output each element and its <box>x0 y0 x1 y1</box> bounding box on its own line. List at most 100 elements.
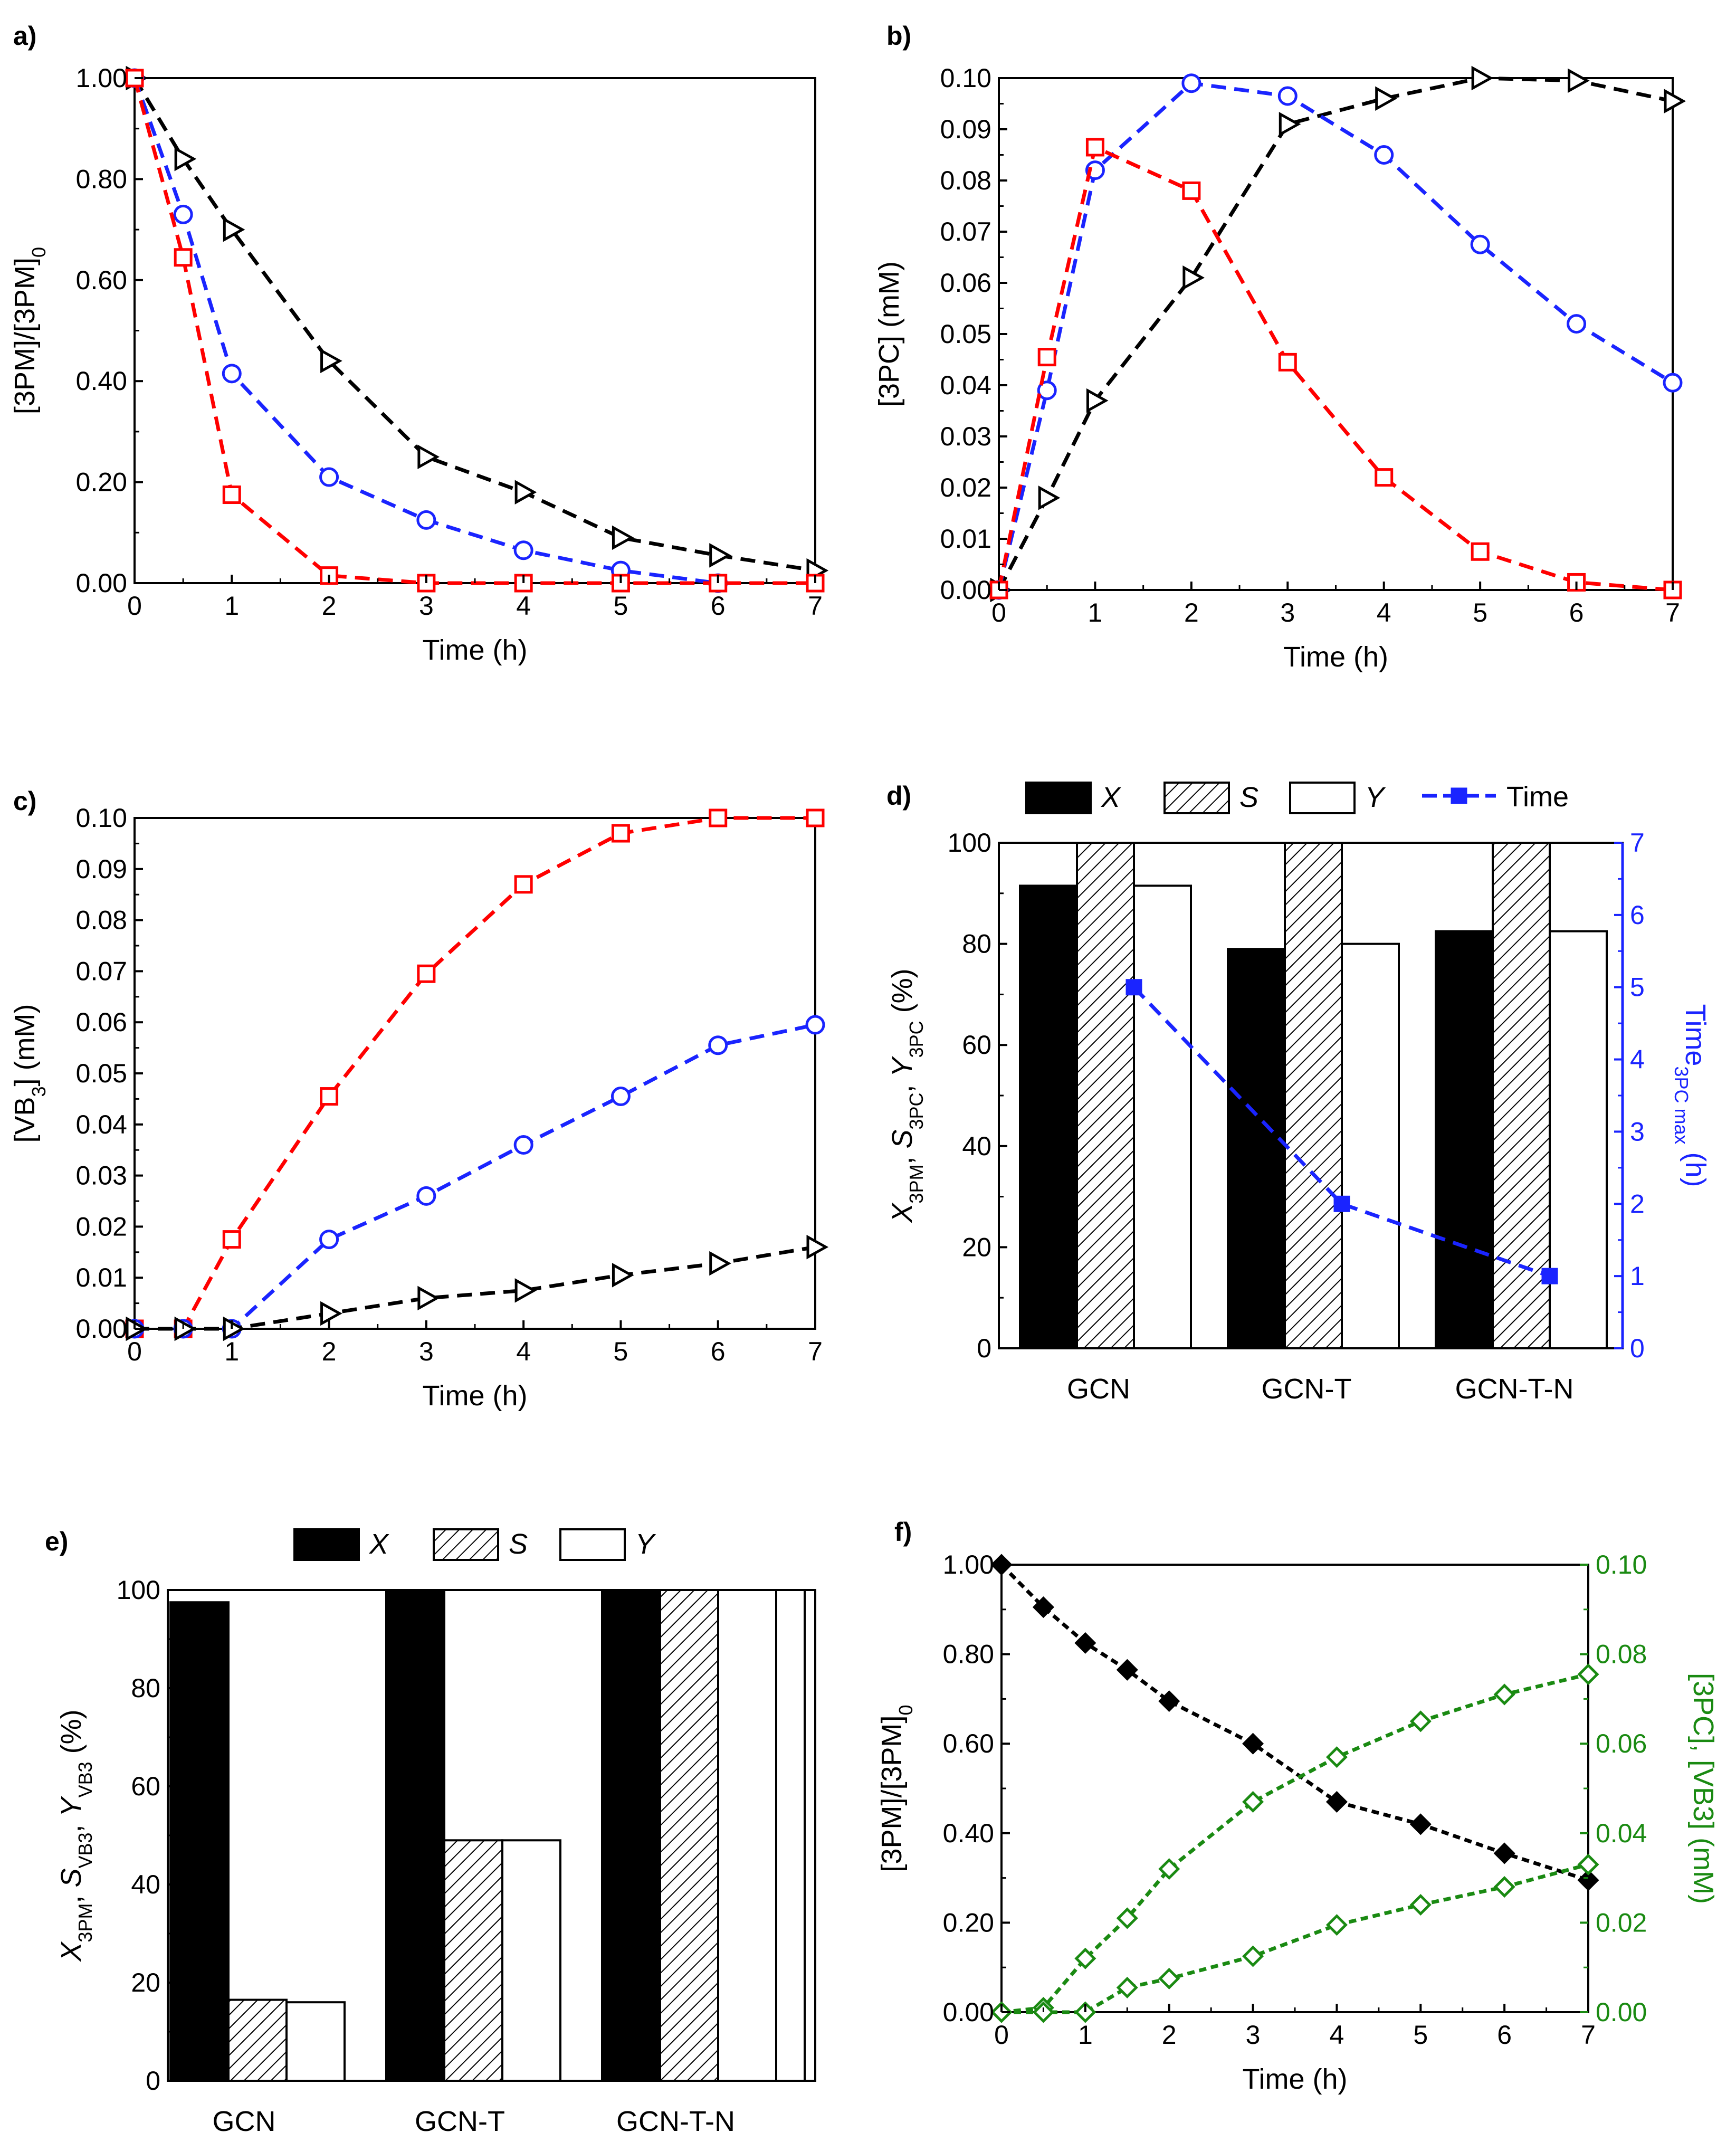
y2-tick-label: 0 <box>1630 1334 1645 1363</box>
y-tick-label: 0.00 <box>943 1997 994 2027</box>
x-tick-label: 0 <box>127 1337 142 1366</box>
y-tick-label: 0.10 <box>76 803 127 833</box>
panel-label: b) <box>886 21 911 51</box>
data-point-3PM <box>1242 1732 1264 1755</box>
plot-frame <box>133 77 816 584</box>
series-line-square-red <box>132 78 815 585</box>
y2-tick-label: 0.06 <box>1596 1729 1647 1758</box>
y-tick-label: 1.00 <box>76 63 127 93</box>
data-point-triangle-black <box>417 1286 440 1311</box>
y-tick-label: 0.20 <box>943 1908 994 1937</box>
data-point-triangle-black <box>223 217 245 242</box>
legend: X S Y Time <box>1025 781 1569 814</box>
time-point <box>1125 979 1142 996</box>
y-tick-label: 0.00 <box>76 1314 127 1344</box>
data-point-square-red <box>1471 542 1490 561</box>
data-point-triangle-black <box>1279 112 1301 137</box>
y-tick-label: 80 <box>962 929 991 959</box>
data-point-circle-blue <box>1374 145 1394 165</box>
data-point-VB3 <box>1242 1945 1264 1967</box>
data-point-square-red <box>320 1087 339 1106</box>
bar-Y <box>1133 884 1192 1350</box>
x-tick-label: 5 <box>1413 2020 1428 2050</box>
legend-swatch <box>1163 782 1230 814</box>
data-point-triangle-black <box>417 444 440 470</box>
data-point-triangle-black <box>514 1278 537 1303</box>
data-point-circle-blue <box>416 510 436 530</box>
x-tick-label: 6 <box>1497 2020 1512 2050</box>
data-point-VB3 <box>1409 1893 1432 1916</box>
y-tick-label: 0.05 <box>76 1059 127 1088</box>
plot-frame <box>1000 1564 1589 2013</box>
data-point-3PM <box>1116 1659 1138 1681</box>
data-point-triangle-black <box>174 146 197 172</box>
series-line-circle-blue <box>997 81 1674 591</box>
series-line-circle-blue <box>135 1023 816 1331</box>
y-tick-label: 60 <box>962 1030 991 1060</box>
legend-label: Y <box>1365 782 1386 813</box>
data-point-circle-blue <box>805 1015 825 1035</box>
data-point-triangle-black <box>320 348 342 374</box>
bar-Y-edge <box>804 1589 816 2082</box>
y-tick-label: 100 <box>948 828 991 858</box>
data-point-3PM <box>1158 1690 1180 1712</box>
x-tick-label: 0 <box>127 591 142 621</box>
y-tick-label: 0.60 <box>76 265 127 295</box>
series-line-square-red <box>135 816 815 1331</box>
y-tick-label: 0.08 <box>940 166 991 195</box>
data-point-triangle-black <box>612 1263 634 1288</box>
x-tick-label: 3 <box>1280 598 1295 627</box>
x-axis-title: Time (h) <box>1243 2063 1348 2095</box>
data-point-circle-blue <box>1181 73 1201 93</box>
y-tick-label: 0.02 <box>940 473 991 502</box>
x-tick-label: 3 <box>1246 2020 1261 2050</box>
y-tick-label: 0.20 <box>76 468 127 497</box>
data-point-triangle-black <box>612 525 634 550</box>
plot-frame <box>133 817 816 1330</box>
y2-tick-label: 0.04 <box>1596 1819 1647 1848</box>
data-point-circle-blue <box>1037 380 1057 401</box>
data-point-triangle-black <box>806 1234 829 1260</box>
y-tick-label: 0.03 <box>76 1161 127 1191</box>
legend-label: S <box>1239 782 1258 813</box>
data-point-3PM <box>1074 1632 1096 1654</box>
chart-panel-f: f)0 1 2 3 4 5 6 70.000.200.400.600.801.000.000.… <box>876 1517 1719 2095</box>
data-point-triangle-black <box>514 480 537 505</box>
y-tick-label: 0.04 <box>940 370 991 400</box>
category-label: GCN-T <box>415 2106 505 2137</box>
y2-tick-label: 4 <box>1630 1045 1645 1074</box>
y-tick-label: 0.07 <box>940 217 991 246</box>
series-line-VB3 <box>1001 1862 1589 2014</box>
series-line-circle-blue <box>132 77 719 585</box>
y-tick-label: 0.04 <box>76 1110 127 1139</box>
x-tick-label: 2 <box>1184 598 1199 627</box>
data-point-circle-blue <box>1567 314 1587 334</box>
legend-swatch <box>1289 782 1356 814</box>
data-point-circle-blue <box>416 1186 436 1206</box>
series-line-square-red <box>997 144 1673 592</box>
data-point-square-red <box>709 808 728 827</box>
y-tick-label: 20 <box>962 1232 991 1262</box>
y-tick-label: 0.09 <box>76 854 127 884</box>
time-point <box>1333 1195 1350 1212</box>
data-point-triangle-black <box>1086 388 1109 413</box>
data-point-triangle-black <box>320 1301 342 1326</box>
data-point-circle-blue <box>222 364 242 384</box>
bar-S <box>1284 842 1343 1349</box>
y-tick-label: 0.40 <box>943 1819 994 1848</box>
y2-tick-label: 2 <box>1630 1189 1645 1218</box>
y2-tick-label: 0.08 <box>1596 1640 1647 1669</box>
y-tick-label: 80 <box>131 1673 160 1703</box>
x-tick-label: 4 <box>1377 598 1391 627</box>
y-tick-label: 40 <box>962 1131 991 1161</box>
y2-tick-label: 6 <box>1630 900 1645 930</box>
data-point-VB3 <box>1577 1853 1599 1876</box>
bar-S <box>1076 842 1135 1349</box>
x-tick-label: 2 <box>322 591 337 621</box>
x-axis-title: Time (h) <box>423 1380 528 1412</box>
y-tick-label: 0.01 <box>76 1263 127 1292</box>
x-axis-title: Time (h) <box>423 634 528 666</box>
bar-Y <box>717 1589 777 2082</box>
data-point-3PC <box>1116 1907 1138 1929</box>
